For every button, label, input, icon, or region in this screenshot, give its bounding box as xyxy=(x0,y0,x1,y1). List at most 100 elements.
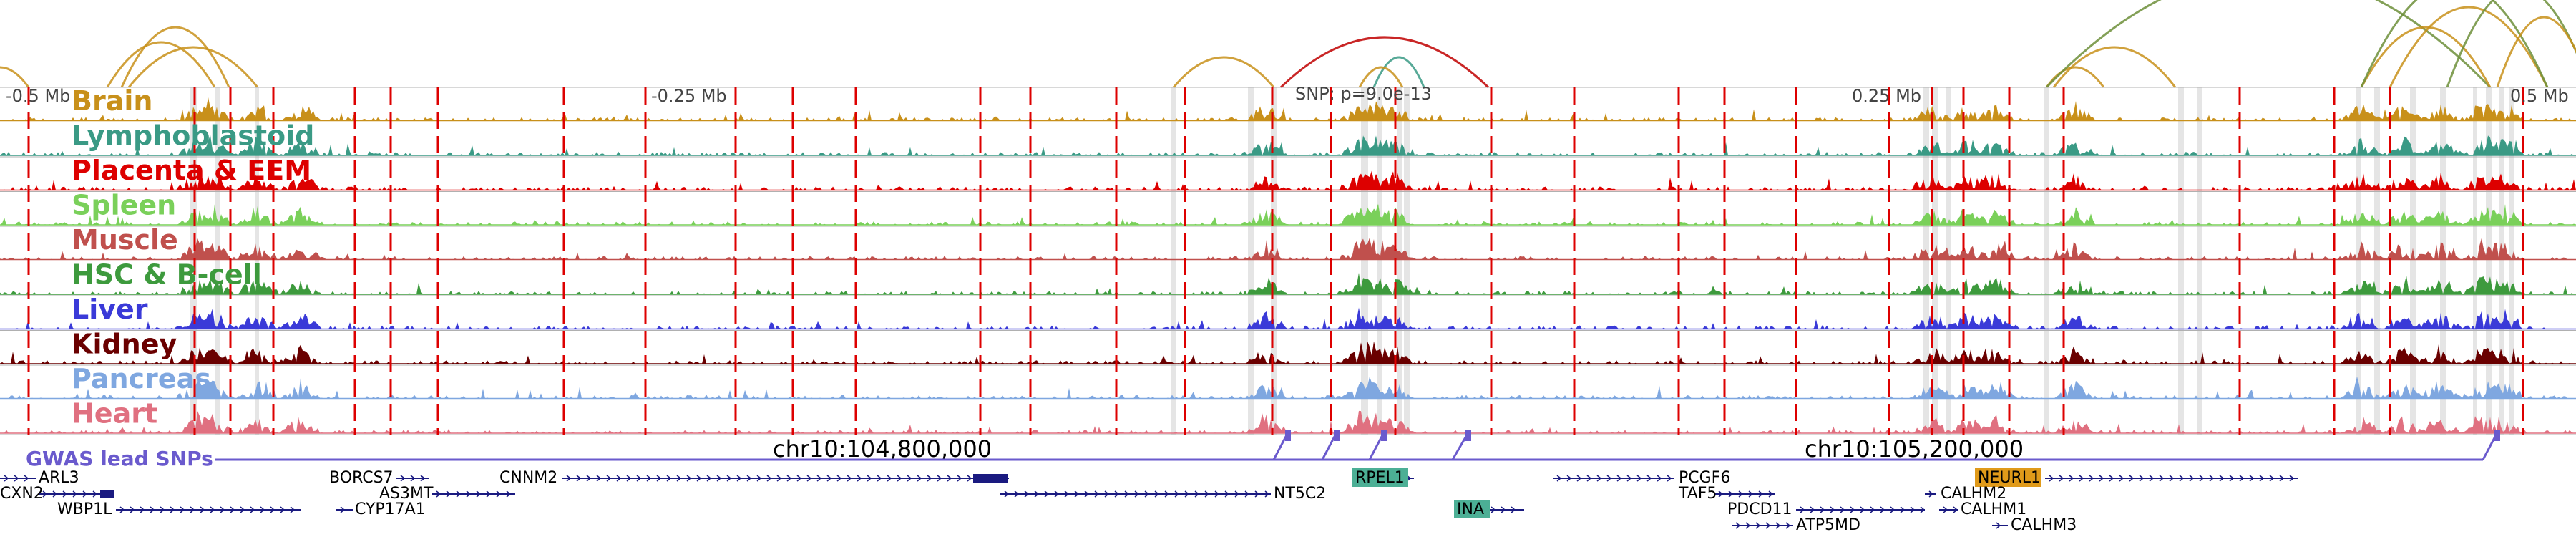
gwas-snp-marker xyxy=(1381,430,1387,441)
gene-label: ATP5MD xyxy=(1796,516,1860,534)
track-label: Spleen xyxy=(72,190,176,221)
strand-arrow xyxy=(1745,522,1751,529)
strand-arrow xyxy=(190,506,195,513)
strand-arrow xyxy=(200,506,205,513)
strand-arrow xyxy=(1224,490,1230,498)
gene-label: TAF5 xyxy=(1678,485,1717,503)
interaction-arc xyxy=(1172,56,1275,88)
signal-track xyxy=(0,341,2576,364)
strand-arrow xyxy=(24,475,29,482)
signal-track xyxy=(0,135,2576,155)
strand-arrow xyxy=(250,506,255,513)
gene-label: NEURL1 xyxy=(1978,469,2041,487)
strand-arrow xyxy=(1775,522,1781,529)
strand-arrow xyxy=(260,506,265,513)
strand-arrow xyxy=(1830,506,1835,513)
track-label: Brain xyxy=(72,85,152,117)
strand-arrow xyxy=(816,475,822,482)
strand-arrow xyxy=(180,506,185,513)
interaction-arc xyxy=(1372,56,1425,88)
strand-arrow xyxy=(646,475,652,482)
strand-arrow xyxy=(1728,490,1734,498)
tissue-tracks xyxy=(0,87,2576,435)
strand-arrow xyxy=(927,475,932,482)
strand-arrow xyxy=(446,490,452,498)
strand-arrow xyxy=(1174,490,1180,498)
strand-arrow xyxy=(1214,490,1220,498)
snp-pvalue-label: SNP: p=9.0e-13 xyxy=(1295,84,1432,104)
strand-arrow xyxy=(686,475,692,482)
strand-arrow xyxy=(410,475,416,482)
signal-track xyxy=(0,410,2576,433)
strand-arrow xyxy=(1996,522,2001,529)
strand-arrow xyxy=(2289,475,2295,482)
strand-arrow xyxy=(1144,490,1150,498)
strand-arrow xyxy=(1890,506,1896,513)
strand-arrow xyxy=(746,475,752,482)
strand-arrow xyxy=(626,475,632,482)
strand-arrow xyxy=(1748,490,1754,498)
strand-arrow xyxy=(1657,475,1662,482)
chromatin-interaction-arcs xyxy=(0,0,2576,89)
strand-arrow xyxy=(1004,490,1010,498)
gene-label: CYP17A1 xyxy=(355,500,426,518)
strand-arrow xyxy=(290,506,296,513)
strand-arrow xyxy=(836,475,842,482)
gene-exon xyxy=(973,474,1008,483)
scale-label-mid-left: -0.25 Mb xyxy=(651,86,727,106)
strand-arrow xyxy=(1204,490,1210,498)
strand-arrow xyxy=(1114,490,1120,498)
strand-arrow xyxy=(1840,506,1845,513)
strand-arrow xyxy=(706,475,712,482)
strand-arrow xyxy=(1044,490,1050,498)
interaction-arc xyxy=(2360,0,2549,88)
strand-arrow xyxy=(2119,475,2124,482)
strand-arrow xyxy=(756,475,762,482)
strand-arrow xyxy=(1566,475,1572,482)
scale-label-mid-right: 0.25 Mb xyxy=(1852,86,1921,106)
interaction-arc xyxy=(2389,6,2549,88)
strand-arrow xyxy=(576,475,582,482)
scale-label-right: 0.5 Mb xyxy=(2510,86,2569,106)
strand-arrow xyxy=(1646,475,1652,482)
strand-arrow xyxy=(656,475,662,482)
strand-arrow xyxy=(917,475,922,482)
strand-arrow xyxy=(2239,475,2245,482)
strand-arrow xyxy=(2139,475,2145,482)
strand-arrow xyxy=(887,475,892,482)
strand-arrow xyxy=(1850,506,1855,513)
interaction-arc xyxy=(1279,36,1490,89)
gene-label: RPEL1 xyxy=(1355,469,1405,487)
strand-arrow xyxy=(506,490,512,498)
strand-arrow xyxy=(1164,490,1170,498)
gene-label: CNNM2 xyxy=(499,469,557,487)
strand-arrow xyxy=(270,506,275,513)
strand-arrow xyxy=(1928,490,1934,498)
strand-arrow xyxy=(776,475,782,482)
strand-arrow xyxy=(786,475,792,482)
strand-arrow xyxy=(72,490,78,498)
strand-arrow xyxy=(826,475,832,482)
interaction-arc xyxy=(106,41,216,88)
strand-arrow xyxy=(696,475,702,482)
strand-arrow xyxy=(82,490,88,498)
signal-track xyxy=(0,97,2576,121)
strand-arrow xyxy=(676,475,682,482)
strand-arrow xyxy=(2149,475,2155,482)
strand-arrow xyxy=(2259,475,2265,482)
strand-arrow xyxy=(2189,475,2195,482)
strand-arrow xyxy=(1511,506,1516,513)
strand-arrow xyxy=(340,506,346,513)
strand-arrow xyxy=(586,475,592,482)
strand-arrow xyxy=(616,475,622,482)
strand-arrow xyxy=(2049,475,2054,482)
strand-arrow xyxy=(2199,475,2205,482)
strand-arrow xyxy=(1820,506,1825,513)
strand-arrow xyxy=(1184,490,1190,498)
strand-arrow xyxy=(1576,475,1582,482)
strand-arrow xyxy=(400,475,406,482)
strand-arrow xyxy=(937,475,942,482)
strand-arrow xyxy=(2169,475,2175,482)
